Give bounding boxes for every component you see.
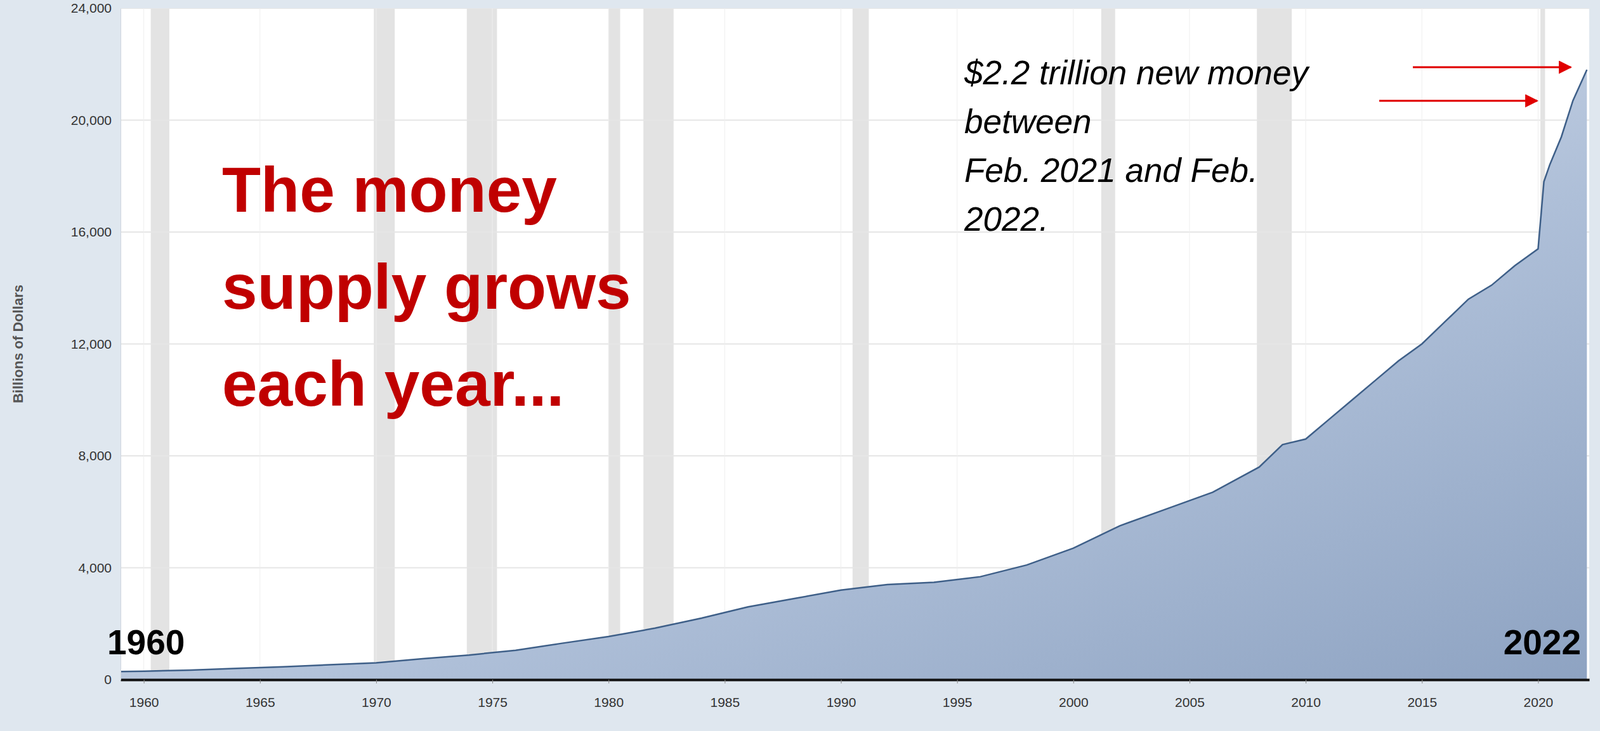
y-tick-label: 8,000 [78,448,112,464]
x-tick-mark [376,680,377,684]
end-label: 2022 [1503,622,1581,663]
x-tick: 2000 [1058,680,1089,710]
x-tick-mark [260,680,261,684]
grid-line [120,343,1590,346]
x-axis: 1960 1965 1970 1975 1980 1985 1990 1995 2000 2005… [121,680,1590,710]
y-tick-label: 4,000 [78,560,112,576]
x-tick-label: 1970 [361,695,392,710]
x-tick: 1990 [826,680,857,710]
grid-line [120,119,1590,122]
x-tick-label: 1965 [245,695,276,710]
arrow [1412,66,1571,69]
y-tick: 8,000 [78,448,121,464]
x-tick-label: 1960 [129,695,160,710]
y-tick: 16,000 [71,224,121,240]
x-tick-mark [1537,680,1539,684]
x-tick-label: 1975 [477,695,508,710]
grid-line [259,8,261,681]
money-supply-area [120,69,1587,681]
x-tick-label: 1995 [942,695,973,710]
y-tick-label: 16,000 [71,224,112,240]
x-tick: 2005 [1174,680,1205,710]
x-tick: 1975 [477,680,508,710]
x-tick-mark [1189,680,1191,684]
x-tick: 1970 [361,680,392,710]
grid-line [120,8,1590,9]
x-tick-mark [1305,680,1307,684]
y-tick: 4,000 [78,560,121,576]
grid-line [143,8,145,681]
start-label: 1960 [107,622,185,663]
x-tick: 2015 [1407,680,1437,710]
x-tick: 2010 [1291,680,1321,710]
chart: 1960 1965 1970 1975 1980 1985 1990 1995 2000 2005… [0,0,1600,731]
grid-line [120,231,1590,233]
background [0,0,1600,731]
grid-line [492,8,493,681]
x-tick-label: 2010 [1291,695,1321,710]
x-tick-mark [144,680,145,684]
x-tick-mark [1421,680,1423,684]
x-tick-label: 2015 [1407,695,1437,710]
arrow [1379,100,1538,103]
grid-line [375,8,377,681]
y-tick-label: 24,000 [71,0,112,16]
x-tick-label: 2000 [1058,695,1089,710]
y-tick: 20,000 [71,112,121,128]
annotation-line: 2022. [963,200,1049,238]
annotation-line: $2.2 trillion new money [963,53,1311,92]
annotation-line: between [964,102,1092,141]
grid-line [120,679,1590,681]
x-tick: 1960 [129,680,160,710]
title-line: The money [222,154,558,226]
y-tick: 24,000 [71,0,121,16]
x-tick-mark [492,680,493,684]
x-tick: 1995 [942,680,973,710]
annotation-line: Feb. 2021 and Feb. [964,151,1259,190]
y-tick-label: 0 [104,672,112,688]
x-tick-label: 1980 [593,695,624,710]
y-tick: 0 [104,672,121,688]
money-supply-line [120,69,1587,672]
x-tick-mark [841,680,842,684]
y-axis-line [120,8,122,681]
y-tick-label: 20,000 [71,112,112,128]
y-tick: 12,000 [71,336,121,352]
y-axis: 0 4,000 8,000 12,000 16,000 20,000 24,000 [71,0,122,688]
x-tick: 1980 [593,680,624,710]
title-line: supply grows [222,251,632,323]
y-axis-title: Billions of Dollars [10,284,27,404]
grid-line [724,8,726,681]
plot-marks [120,8,1590,681]
x-tick-mark [724,680,726,684]
x-axis-line [121,679,1590,682]
x-tick-label: 2005 [1174,695,1205,710]
y-tick-label: 12,000 [71,336,112,352]
x-tick-label: 1985 [710,695,741,710]
x-tick: 1965 [245,680,276,710]
x-tick: 1985 [710,680,741,710]
x-tick: 2020 [1523,680,1554,710]
x-tick-mark [957,680,958,684]
x-tick-mark [608,680,610,684]
grid-line [608,8,610,681]
grid-line [840,8,842,681]
plot-area [120,8,1590,681]
title-line: each year... [222,348,564,420]
x-tick-label: 2020 [1523,695,1554,710]
x-tick-label: 1990 [826,695,857,710]
x-tick-mark [1073,680,1075,684]
